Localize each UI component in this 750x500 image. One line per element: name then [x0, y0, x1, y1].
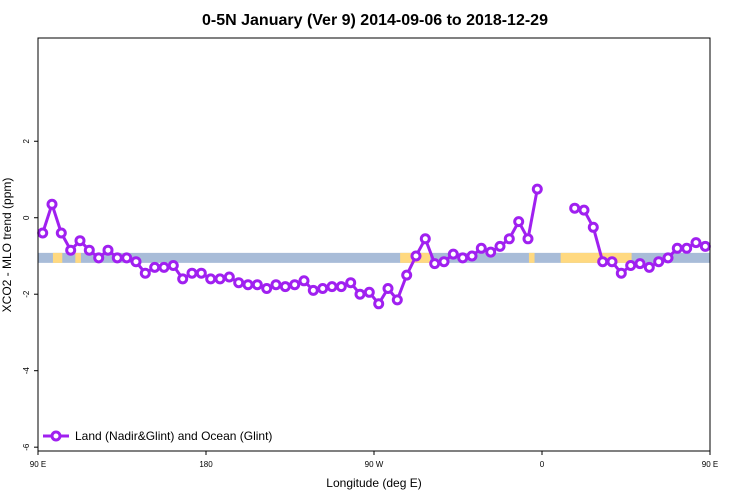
legend-label: Land (Nadir&Glint) and Ocean (Glint): [75, 429, 272, 443]
x-tick-label: 90 E: [30, 460, 46, 469]
data-point: [298, 275, 310, 287]
data-point: [494, 240, 506, 252]
data-point: [195, 267, 207, 279]
data-point: [373, 298, 385, 310]
y-tick-label: 0: [22, 215, 31, 220]
data-point: [205, 273, 217, 285]
data-point: [466, 250, 478, 262]
series-layer: [37, 183, 711, 310]
x-tick-label: 180: [199, 460, 213, 469]
data-point: [345, 277, 357, 289]
data-point: [121, 252, 133, 264]
data-point: [326, 281, 338, 293]
data-point: [65, 244, 77, 256]
data-point: [261, 283, 273, 294]
data-point: [606, 256, 618, 268]
y-tick-label: -2: [22, 290, 31, 298]
data-point: [214, 273, 226, 285]
data-point: [671, 242, 683, 254]
data-point: [653, 256, 665, 268]
legend: Land (Nadir&Glint) and Ocean (Glint): [43, 429, 272, 443]
y-axis-label: XCO2 - MLO trend (ppm): [0, 178, 14, 313]
plot-frame: [37, 37, 711, 452]
data-point: [513, 216, 525, 228]
x-tick-label: 0: [540, 460, 545, 469]
data-point: [74, 235, 86, 247]
data-point: [102, 244, 114, 256]
data-point: [111, 252, 123, 264]
data-point: [149, 261, 161, 273]
data-point: [587, 221, 599, 233]
data-point: [335, 281, 347, 293]
data-point: [475, 242, 487, 254]
data-point: [503, 233, 515, 245]
data-point: [233, 277, 245, 289]
data-point: [681, 242, 693, 254]
x-axis-label: Longitude (deg E): [326, 476, 421, 490]
data-point: [242, 279, 254, 291]
data-point: [251, 279, 263, 291]
data-point: [531, 183, 543, 195]
data-point: [485, 246, 497, 258]
x-tick-label: 90 W: [365, 460, 384, 469]
data-point: [597, 256, 609, 268]
y-tick-label: -6: [22, 443, 31, 451]
y-tick-label: 2: [22, 138, 31, 143]
data-point: [578, 204, 590, 216]
data-point: [177, 273, 189, 285]
data-point: [625, 260, 637, 271]
data-point: [158, 261, 170, 273]
data-point: [569, 202, 581, 214]
data-point: [354, 288, 366, 300]
data-point: [699, 240, 711, 252]
chart-title: 0-5N January (Ver 9) 2014-09-06 to 2018-…: [202, 12, 548, 29]
data-point: [615, 267, 627, 279]
data-point: [55, 227, 67, 239]
data-point: [130, 256, 142, 268]
data-point: [690, 237, 702, 249]
y-tick-label: -4: [22, 367, 31, 375]
data-point: [46, 198, 58, 210]
data-point: [457, 252, 469, 264]
data-point: [438, 256, 450, 268]
data-point: [279, 281, 291, 293]
data-point: [429, 258, 441, 270]
data-point: [447, 248, 459, 260]
data-point: [270, 279, 282, 291]
data-point: [83, 244, 95, 256]
data-point: [167, 260, 179, 271]
data-point: [93, 252, 105, 264]
data-point: [37, 227, 49, 239]
data-point: [223, 271, 235, 283]
data-point: [401, 269, 413, 281]
x-tick-label: 90 E: [702, 460, 718, 469]
x-axis: 90 E 180 90 W 0 90 E: [30, 451, 718, 469]
legend-marker-swatch: [50, 430, 62, 442]
data-point: [307, 284, 319, 296]
data-point: [634, 258, 646, 270]
data-point: [410, 250, 422, 262]
data-point: [391, 294, 403, 306]
data-point: [522, 233, 534, 245]
data-point: [289, 279, 301, 291]
data-point: [419, 233, 431, 245]
data-point: [139, 267, 151, 279]
data-point: [317, 283, 329, 294]
data-point: [382, 283, 394, 294]
data-point: [662, 252, 674, 264]
data-point: [363, 286, 375, 298]
y-axis: -6 -4 -2 0 2: [22, 138, 38, 451]
data-point: [186, 267, 198, 279]
data-point: [643, 261, 655, 273]
